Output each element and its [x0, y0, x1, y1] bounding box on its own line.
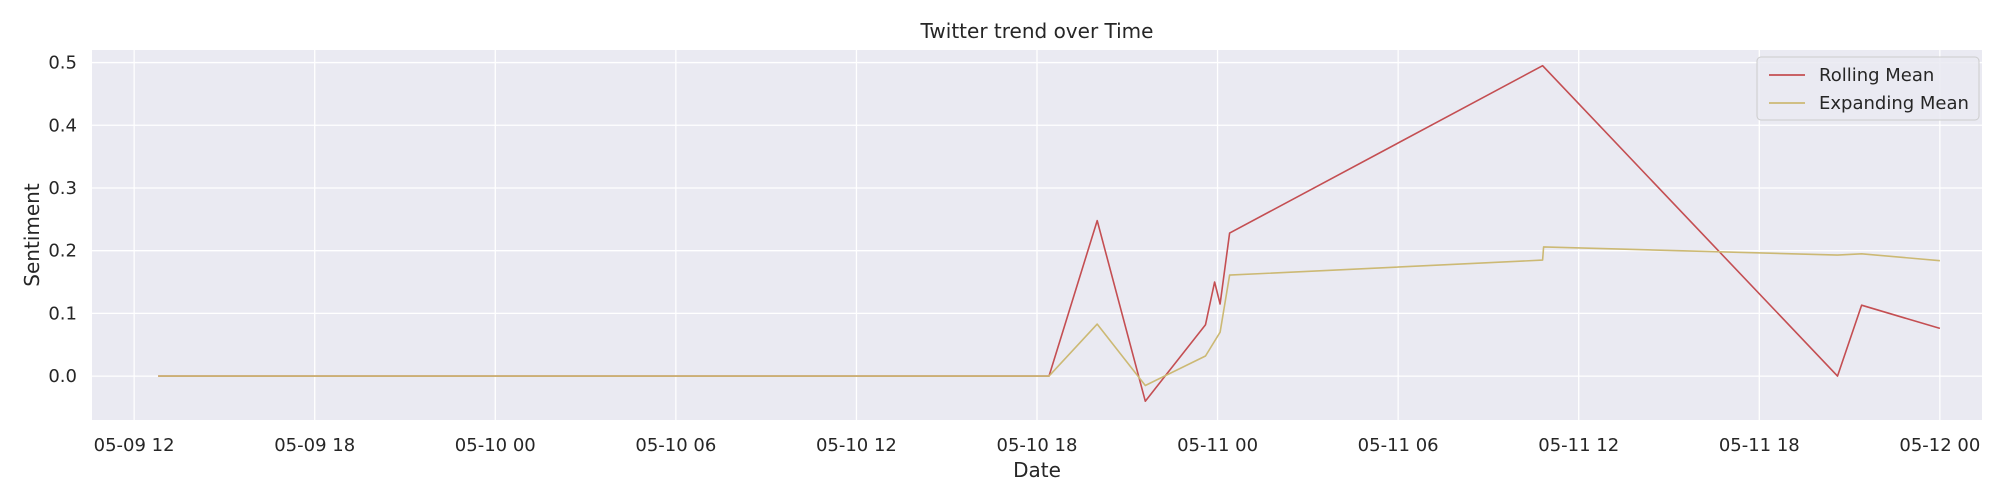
y-tick-label: 0.3 [48, 178, 77, 199]
series-line-expanding-mean [158, 246, 1940, 387]
x-tick-label: 05-11 00 [1177, 435, 1258, 456]
y-tick-label: 0.1 [48, 303, 77, 324]
legend-box [1756, 56, 1980, 121]
legend-label: Rolling Mean [1819, 65, 1934, 86]
y-tick-label: 0.0 [48, 366, 77, 387]
x-axis-ticks: 05-09 12 05-09 18 05-10 00 05-10 06 05-10 12… [94, 435, 1981, 456]
x-tick-label: 05-10 00 [455, 435, 536, 456]
chart-title: Twitter trend over Time [920, 19, 1154, 43]
y-tick-label: 0.2 [48, 241, 77, 262]
x-tick-label: 05-12 00 [1899, 435, 1980, 456]
x-axis-label: Date [1013, 458, 1061, 482]
x-tick-label: 05-09 18 [274, 435, 355, 456]
x-tick-label: 05-10 18 [997, 435, 1078, 456]
x-tick-label: 05-10 12 [816, 435, 897, 456]
y-axis-label: Sentiment [20, 183, 44, 287]
legend-label: Expanding Mean [1819, 93, 1969, 114]
y-tick-label: 0.5 [48, 53, 77, 74]
x-tick-label: 05-09 12 [94, 435, 175, 456]
series-line-rolling-mean [158, 64, 1941, 403]
x-tick-label: 05-11 18 [1719, 435, 1800, 456]
legend: Rolling Mean Expanding Mean [1756, 56, 1980, 121]
series-lines [158, 64, 1941, 403]
x-tick-label: 05-11 06 [1358, 435, 1439, 456]
y-tick-label: 0.4 [48, 115, 77, 136]
y-axis-ticks: 0.0 0.1 0.2 0.3 0.4 0.5 [48, 53, 77, 388]
x-tick-label: 05-10 06 [635, 435, 716, 456]
x-tick-label: 05-11 12 [1538, 435, 1619, 456]
